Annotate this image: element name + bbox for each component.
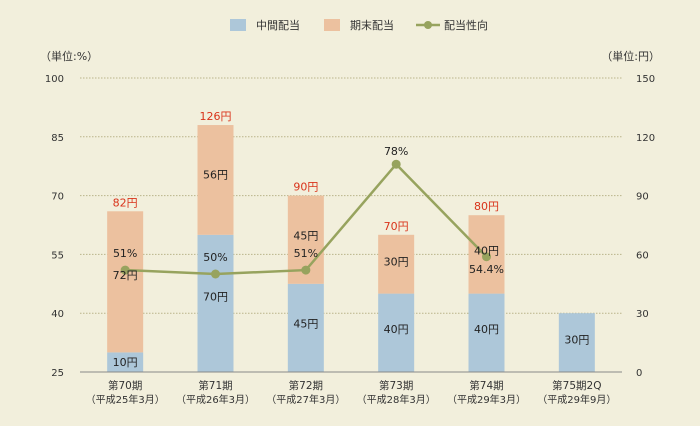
- right-axis-unit: （単位:円）: [601, 49, 660, 63]
- payout-line-group: [120, 159, 491, 279]
- right-tick-label: 30: [636, 309, 649, 320]
- label-final: 45円: [293, 229, 318, 242]
- payout-point: [482, 252, 491, 262]
- left-tick-label: 85: [51, 133, 64, 144]
- bar-interim: [378, 293, 415, 372]
- left-tick-label: 55: [51, 250, 64, 261]
- legend-marker: [424, 21, 432, 29]
- payout-point: [301, 265, 311, 275]
- label-interim: 30円: [564, 334, 589, 347]
- left-tick-label: 100: [45, 74, 64, 85]
- label-payout: 51%: [294, 247, 318, 260]
- category-sublabel: （平成26年3月）: [176, 393, 255, 406]
- bar-interim: [197, 234, 234, 372]
- bar-final: [107, 211, 144, 353]
- label-interim: 45円: [293, 317, 318, 330]
- category-label: 第74期: [469, 379, 503, 392]
- data-labels: 10円 72円 82円 70円 56円 126円 45円 45円 90円 40円 30円 70円 40円…: [113, 110, 590, 369]
- category-sublabel: （平成29年3月）: [447, 393, 526, 406]
- label-payout: 78%: [384, 145, 408, 158]
- label-payout: 51%: [113, 247, 137, 260]
- payout-point: [120, 265, 130, 275]
- legend-label: 期末配当: [350, 18, 394, 32]
- legend-swatch: [230, 19, 246, 31]
- category-sublabel: （平成28年3月）: [357, 393, 436, 406]
- bar-interim: [558, 313, 595, 372]
- label-total: 70円: [384, 220, 409, 233]
- left-tick-label: 25: [51, 368, 64, 379]
- legend-label: 配当性向: [444, 18, 488, 32]
- right-tick-label: 60: [636, 250, 649, 261]
- category-label: 第73期: [379, 379, 413, 392]
- right-tick-label: 120: [636, 133, 655, 144]
- bar-group: [107, 125, 595, 372]
- label-total: 126円: [200, 110, 232, 123]
- category-label: 第70期: [108, 379, 142, 392]
- right-tick-label: 150: [636, 74, 655, 85]
- category-label: 第75期2Q: [552, 379, 601, 392]
- label-interim: 40円: [384, 323, 409, 336]
- bar-final: [378, 234, 415, 294]
- legend-label: 中間配当: [256, 18, 300, 32]
- label-interim: 10円: [113, 356, 138, 369]
- label-final: 30円: [384, 255, 409, 268]
- left-tick-label: 70: [51, 192, 64, 203]
- label-total: 90円: [293, 181, 318, 194]
- grid-lines: [80, 77, 622, 314]
- bar-final: [197, 125, 234, 235]
- right-tick-label: 0: [636, 368, 642, 379]
- left-axis-unit: （単位:%）: [40, 49, 98, 63]
- bar-interim: [107, 352, 144, 372]
- label-payout: 50%: [203, 251, 227, 264]
- bar-interim: [468, 293, 505, 372]
- label-final: 40円: [474, 244, 499, 257]
- label-interim: 40円: [474, 323, 499, 336]
- payout-point: [211, 269, 220, 279]
- right-tick-label: 90: [636, 192, 649, 203]
- label-total: 82円: [113, 196, 138, 209]
- category-label: 第71期: [198, 379, 232, 392]
- label-final: 56円: [203, 168, 228, 181]
- label-final: 72円: [113, 269, 138, 282]
- bar-interim: [287, 283, 324, 372]
- category-sublabel: （平成25年3月）: [86, 393, 165, 406]
- category-sublabel: （平成29年9月）: [537, 393, 616, 406]
- payout-point: [391, 159, 401, 169]
- legend-swatch: [324, 19, 340, 31]
- category-label: 第72期: [289, 379, 323, 392]
- category-sublabel: （平成27年3月）: [266, 393, 345, 406]
- legend: 中間配当 期末配当 配当性向: [230, 18, 488, 32]
- label-payout: 54.4%: [469, 263, 504, 276]
- label-total: 80円: [474, 200, 499, 213]
- label-interim: 70円: [203, 291, 228, 304]
- left-tick-label: 40: [51, 309, 64, 320]
- axes: 25 40 55 70 85 100 0 30 60 90 120 150 （単位:%） （単位:円） 第7…: [40, 49, 660, 406]
